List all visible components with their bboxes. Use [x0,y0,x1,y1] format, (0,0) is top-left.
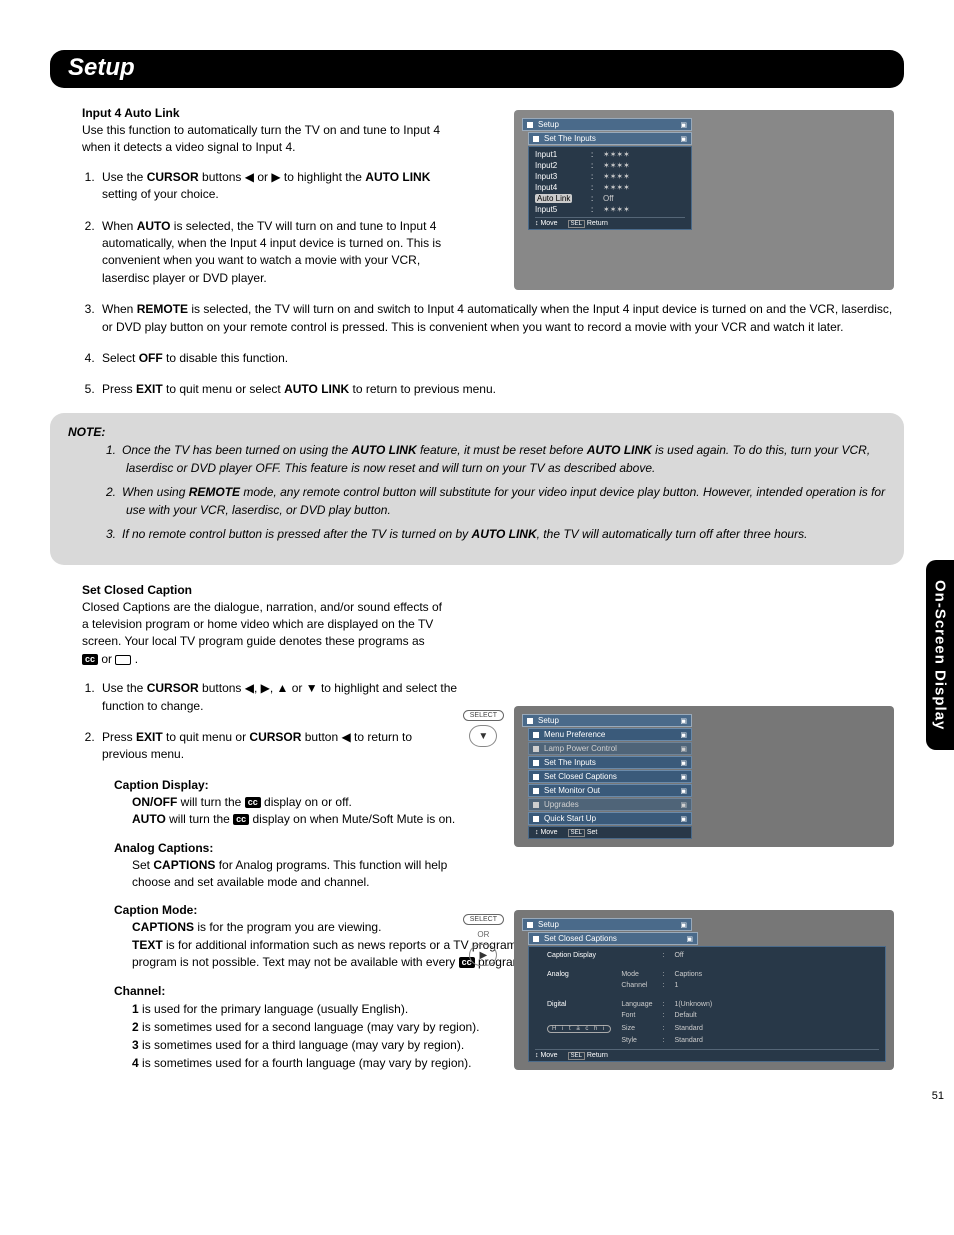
page-title-bar: Setup [50,50,904,88]
page-number: 51 [932,1090,944,1102]
analog-captions-text: Set CAPTIONS for Analog programs. This f… [132,857,474,892]
side-tab: On-Screen Display [926,560,954,750]
remote-select-down: SELECT ▼ [463,710,504,747]
blank-icon [115,655,131,665]
remote-select-right: SELECT OR ▶ [463,914,504,966]
cc-intro: Closed Captions are the dialogue, narrat… [82,599,442,669]
heading-analog-captions: Analog Captions: [114,841,474,855]
autolink-intro: Use this function to automatically turn … [82,122,442,157]
osd-setup-menu: Setup▣ Menu Preference▣ Lamp Power Contr… [514,706,894,847]
heading-caption-display: Caption Display: [114,778,474,792]
note-box: NOTE: 1.Once the TV has been turned on u… [50,413,904,565]
cc-steps: Use the CURSOR buttons ◀, ▶, ▲ or ▼ to h… [98,680,458,764]
heading-auto-link: Input 4 Auto Link [82,106,442,120]
cc-icon: cc [82,654,98,665]
osd-closed-captions: Setup▣ Set Closed Captions▣ Caption Disp… [514,910,894,1070]
heading-closed-caption: Set Closed Caption [82,583,442,597]
autolink-steps-wide: When REMOTE is selected, the TV will tur… [98,301,904,399]
autolink-steps: Use the CURSOR buttons ◀ or ▶ to highlig… [98,169,458,287]
caption-display-text: ON/OFF will turn the cc display on or of… [132,794,474,829]
osd-set-inputs: Setup▣ Set The Inputs▣ Input1:✶✶✶✶ Input… [514,110,894,290]
